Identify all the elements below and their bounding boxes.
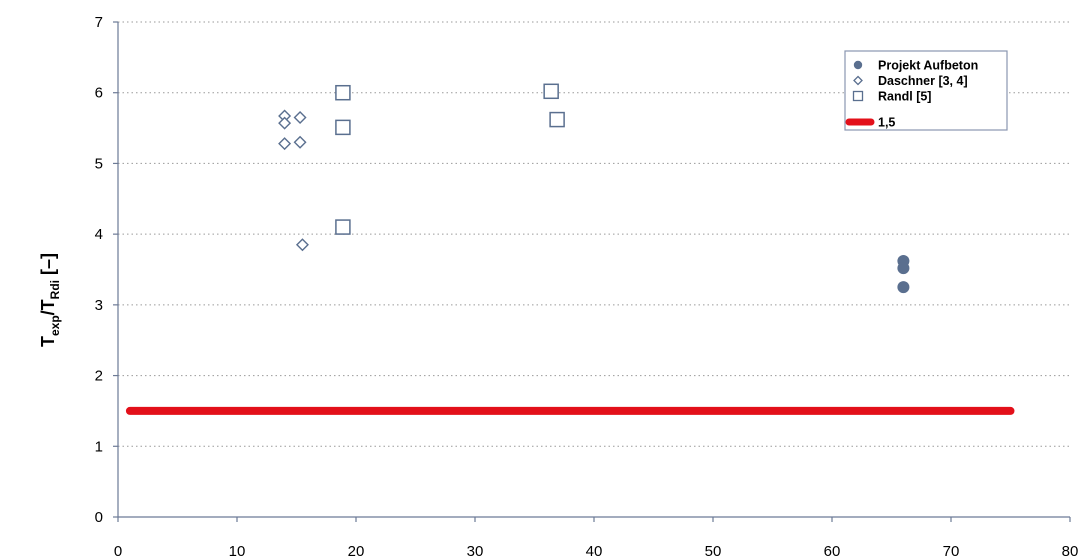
y-tick-label-5: 5 [95, 155, 103, 172]
data-point-randl-4 [549, 111, 565, 128]
data-point-randl-2 [335, 219, 351, 235]
x-tick-label-60: 60 [824, 543, 841, 560]
y-tick-label-7: 7 [95, 14, 103, 31]
data-point-daschner-2 [278, 137, 292, 151]
data-point-daschner-5 [295, 238, 309, 252]
x-tick-label-0: 0 [114, 543, 122, 560]
data-point-randl-0 [335, 84, 351, 101]
x-tick-label-20: 20 [348, 543, 365, 560]
x-tick-label-40: 40 [586, 543, 603, 560]
y-tick-label-1: 1 [95, 438, 103, 455]
data-point-projekt-aufbeton-2 [897, 281, 910, 294]
legend-label-projekt-aufbeton: Projekt Aufbeton [878, 59, 978, 73]
legend-label-daschner: Daschner [3, 4] [878, 74, 968, 88]
y-tick-label-0: 0 [95, 509, 103, 526]
x-tick-label-10: 10 [229, 543, 246, 560]
x-tick-label-30: 30 [467, 543, 484, 560]
y-tick-label-4: 4 [95, 226, 103, 243]
y-axis-label: Texp/TRdi [–] [38, 253, 62, 347]
legend-marker-projekt-aufbeton [853, 60, 863, 70]
x-tick-labels: 0 10 20 30 40 50 60 70 80 [114, 543, 1079, 560]
legend-box [844, 50, 1008, 131]
legend-marker-randl [852, 90, 864, 102]
data-point-daschner-1 [278, 116, 292, 130]
y-tick-labels: 0 1 2 3 4 5 6 7 [95, 14, 103, 526]
data-point-randl-1 [335, 119, 351, 136]
legend-label-threshold: 1,5 [878, 116, 895, 130]
x-tick-label-70: 70 [943, 543, 960, 560]
data-point-daschner-4 [293, 135, 307, 149]
data-marks [125, 83, 1015, 415]
data-point-projekt-aufbeton-1 [897, 262, 910, 275]
data-point-randl-3 [543, 83, 559, 100]
axes [113, 21, 1071, 522]
legend-marker-daschner [853, 75, 863, 86]
x-tick-label-50: 50 [705, 543, 722, 560]
legend: Projekt Aufbeton Daschner [3, 4] Randl [… [844, 50, 1008, 131]
y-tick-label-6: 6 [95, 85, 103, 102]
x-tick-label-80: 80 [1062, 543, 1079, 560]
legend-label-randl: Randl [5] [878, 90, 931, 104]
y-tick-label-3: 3 [95, 297, 103, 314]
y-tick-label-2: 2 [95, 368, 103, 385]
data-point-daschner-3 [293, 110, 307, 124]
